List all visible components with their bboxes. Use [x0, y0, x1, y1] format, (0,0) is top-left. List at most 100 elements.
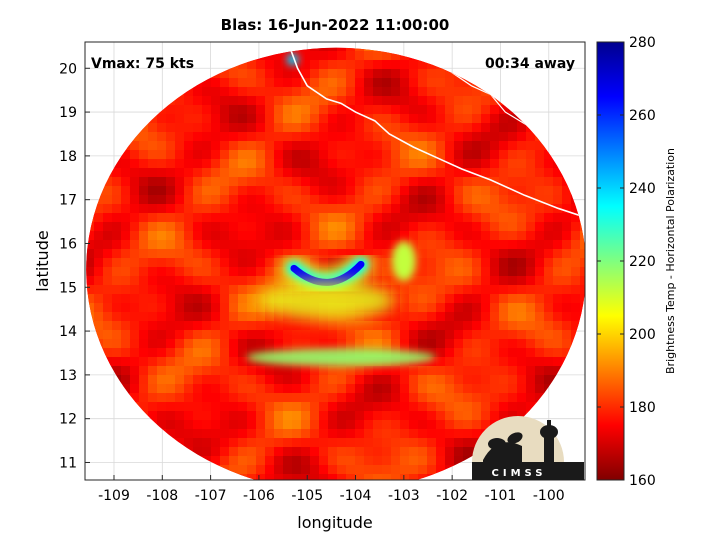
- swath-cell: [94, 231, 103, 240]
- swath-cell: [220, 285, 229, 294]
- swath-cell: [247, 231, 256, 240]
- swath-cell: [247, 114, 256, 123]
- swath-cell: [211, 240, 220, 249]
- swath-cell: [553, 348, 562, 357]
- swath-cell: [571, 204, 580, 213]
- swath-cell: [364, 78, 373, 87]
- swath-cell: [526, 186, 535, 195]
- swath-cell: [193, 420, 202, 429]
- swath-cell: [157, 267, 166, 276]
- swath-cell: [571, 321, 580, 330]
- swath-cell: [346, 47, 355, 51]
- swath-cell: [166, 105, 175, 114]
- swath-cell: [472, 177, 481, 186]
- swath-cell: [86, 258, 94, 267]
- swath-cell: [157, 375, 166, 384]
- swath-cell: [571, 267, 580, 276]
- swath-cell: [391, 420, 400, 429]
- swath-cell: [130, 285, 139, 294]
- swath-cell: [454, 447, 463, 456]
- swath-cell: [382, 240, 391, 249]
- swath-cell: [229, 150, 238, 159]
- swath-cell: [328, 213, 337, 222]
- swath-cell: [220, 258, 229, 267]
- swath-cell: [409, 150, 418, 159]
- swath-cell: [337, 240, 346, 249]
- swath-cell: [184, 285, 193, 294]
- swath-cell: [283, 447, 292, 456]
- swath-cell: [130, 276, 139, 285]
- swath-cell: [499, 285, 508, 294]
- swath-cell: [229, 285, 238, 294]
- swath-cell: [535, 393, 544, 402]
- swath-cell: [364, 141, 373, 150]
- swath-cell: [139, 303, 148, 312]
- swath-cell: [319, 159, 328, 168]
- swath-cell: [301, 393, 310, 402]
- swath-cell: [157, 177, 166, 186]
- swath-cell: [535, 258, 544, 267]
- swath-cell: [499, 402, 508, 411]
- swath-cell: [166, 330, 175, 339]
- swath-cell: [283, 276, 292, 285]
- swath-cell: [490, 132, 499, 141]
- swath-cell: [517, 267, 526, 276]
- swath-cell: [427, 231, 436, 240]
- swath-cell: [517, 312, 526, 321]
- swath-cell: [310, 132, 319, 141]
- swath-cell: [472, 159, 481, 168]
- swath-cell: [184, 141, 193, 150]
- swath-cell: [211, 87, 220, 96]
- swath-cell: [220, 177, 229, 186]
- swath-cell: [391, 195, 400, 204]
- swath-cell: [508, 357, 517, 366]
- swath-cell: [562, 348, 571, 357]
- swath-cell: [346, 204, 355, 213]
- swath-cell: [472, 366, 481, 375]
- swath-cell: [301, 438, 310, 447]
- swath-cell: [436, 312, 445, 321]
- swath-cell: [445, 114, 454, 123]
- swath-cell: [409, 132, 418, 141]
- swath-cell: [364, 186, 373, 195]
- swath-cell: [400, 69, 409, 78]
- swath-cell: [355, 447, 364, 456]
- swath-cell: [508, 375, 517, 384]
- swath-cell: [364, 375, 373, 384]
- swath-cell: [247, 123, 256, 132]
- swath-cell: [202, 258, 211, 267]
- swath-cell: [328, 438, 337, 447]
- swath-cell: [86, 276, 94, 285]
- swath-cell: [283, 213, 292, 222]
- swath-cell: [373, 411, 382, 420]
- swath-cell: [418, 384, 427, 393]
- swath-cell: [364, 195, 373, 204]
- swath-cell: [148, 132, 157, 141]
- swath-cell: [157, 186, 166, 195]
- swath-cell: [319, 366, 328, 375]
- swath-cell: [229, 231, 238, 240]
- swath-cell: [400, 168, 409, 177]
- swath-cell: [535, 177, 544, 186]
- swath-cell: [436, 96, 445, 105]
- swath-cell: [373, 78, 382, 87]
- swath-cell: [544, 222, 553, 231]
- swath-cell: [346, 249, 355, 258]
- swath-cell: [418, 240, 427, 249]
- swath-cell: [409, 438, 418, 447]
- swath-cell: [499, 393, 508, 402]
- swath-cell: [400, 195, 409, 204]
- swath-cell: [112, 339, 121, 348]
- swath-cell: [409, 159, 418, 168]
- swath-cell: [139, 132, 148, 141]
- swath-cell: [544, 159, 553, 168]
- swath-cell: [229, 195, 238, 204]
- swath-cell: [175, 267, 184, 276]
- swath-cell: [265, 195, 274, 204]
- swath-cell: [409, 177, 418, 186]
- swath-cell: [220, 456, 229, 465]
- y-tick-label: 18: [59, 149, 77, 165]
- swath-cell: [157, 402, 166, 411]
- swath-cell: [382, 69, 391, 78]
- swath-cell: [193, 429, 202, 438]
